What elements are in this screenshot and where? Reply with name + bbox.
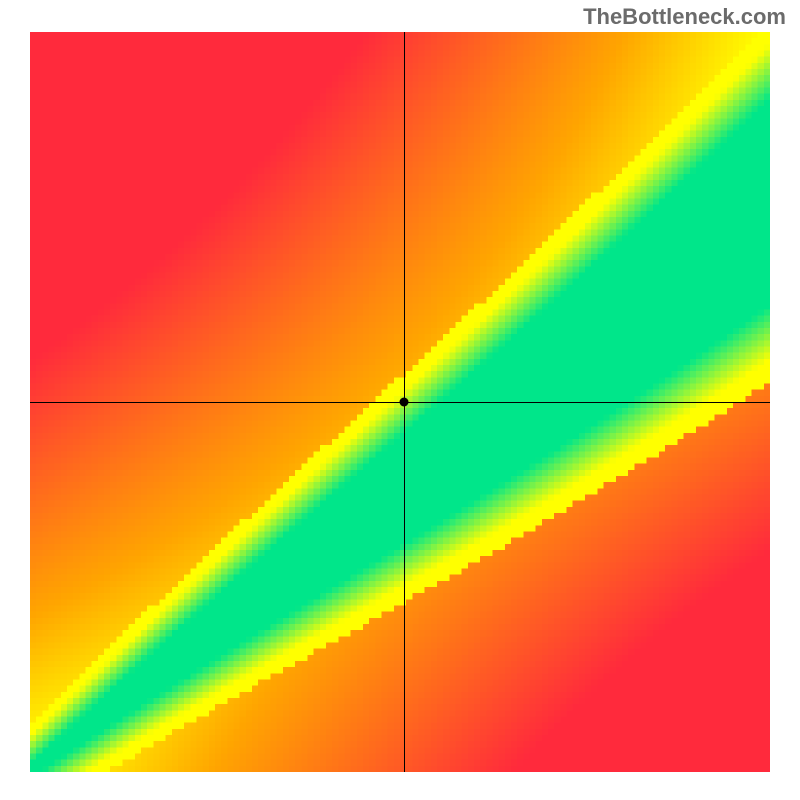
bottleneck-heatmap xyxy=(30,32,770,772)
heatmap-canvas xyxy=(30,32,770,772)
watermark: TheBottleneck.com xyxy=(583,4,786,30)
